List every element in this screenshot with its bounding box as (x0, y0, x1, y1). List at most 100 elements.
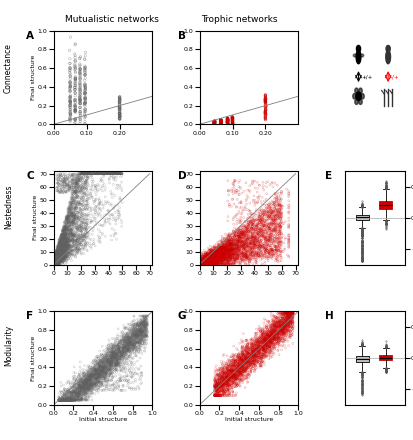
Point (62, 227, 69, 234)
Point (242, 348, 248, 355)
Point (221, 376, 227, 383)
Point (133, 343, 139, 350)
Point (238, 242, 244, 249)
Point (253, 352, 259, 359)
Point (233, 367, 240, 374)
Point (59, 237, 66, 244)
Point (282, 319, 289, 326)
Point (59, 241, 65, 248)
Point (116, 359, 122, 367)
Point (276, 211, 282, 218)
Point (57, 254, 64, 261)
Point (214, 247, 220, 254)
Point (249, 248, 256, 255)
Point (67, 98, 74, 105)
Point (62, 396, 68, 403)
Point (267, 331, 274, 338)
Point (83, 191, 90, 198)
Point (108, 361, 114, 368)
Point (224, 378, 231, 385)
Point (88, 385, 95, 392)
Point (108, 211, 114, 218)
Point (260, 342, 267, 349)
Point (259, 340, 265, 347)
Point (82, 99, 88, 106)
Point (63, 395, 70, 402)
Point (113, 352, 120, 359)
Point (67, 231, 74, 238)
Point (208, 251, 214, 258)
Point (109, 225, 115, 232)
Point (71, 205, 78, 213)
Point (277, 324, 284, 331)
Point (71, 179, 78, 186)
Point (277, 227, 284, 234)
Point (90, 381, 97, 388)
Point (51, 261, 58, 268)
Point (141, 327, 148, 334)
Point (244, 242, 251, 249)
Point (222, 246, 229, 253)
Point (77, 390, 83, 397)
Point (80, 381, 86, 388)
Point (56, 246, 63, 253)
Point (206, 261, 213, 268)
Point (218, 387, 225, 394)
Point (89, 180, 96, 187)
Point (268, 250, 274, 257)
Point (62, 255, 68, 262)
Point (70, 217, 76, 224)
Point (79, 170, 86, 177)
Point (207, 259, 214, 266)
Point (211, 250, 218, 257)
Point (212, 249, 219, 256)
Point (226, 253, 233, 260)
Point (66, 199, 73, 206)
Point (53, 249, 59, 256)
Point (289, 331, 296, 338)
Point (53, 256, 59, 263)
Point (95, 374, 102, 381)
Point (73, 394, 79, 401)
Point (235, 233, 242, 240)
Point (290, 310, 296, 317)
Point (114, 352, 121, 359)
Point (257, 355, 264, 362)
Point (126, 335, 133, 342)
Point (271, 331, 278, 338)
Point (242, 351, 248, 358)
Point (116, 104, 122, 111)
Point (142, 318, 149, 325)
Point (244, 237, 250, 244)
Point (237, 239, 244, 246)
Point (112, 343, 118, 350)
Point (118, 333, 125, 340)
Point (285, 187, 292, 194)
Point (263, 323, 270, 330)
Point (82, 84, 88, 91)
Point (281, 331, 288, 338)
Point (101, 375, 107, 382)
Point (53, 258, 60, 265)
Point (226, 366, 233, 373)
Point (93, 170, 100, 177)
Point (58, 247, 64, 254)
Point (256, 253, 263, 260)
Point (253, 352, 259, 359)
Point (67, 187, 74, 194)
Point (57, 396, 64, 403)
Point (79, 376, 86, 383)
Point (199, 261, 205, 268)
Point (229, 256, 235, 263)
Point (57, 237, 64, 244)
Point (212, 261, 219, 268)
Point (276, 257, 283, 264)
Point (278, 326, 284, 333)
Point (58, 246, 65, 253)
Point (240, 254, 246, 261)
Point (233, 242, 239, 249)
Point (247, 243, 253, 250)
Point (73, 182, 79, 189)
Point (220, 253, 227, 260)
Point (207, 258, 214, 265)
